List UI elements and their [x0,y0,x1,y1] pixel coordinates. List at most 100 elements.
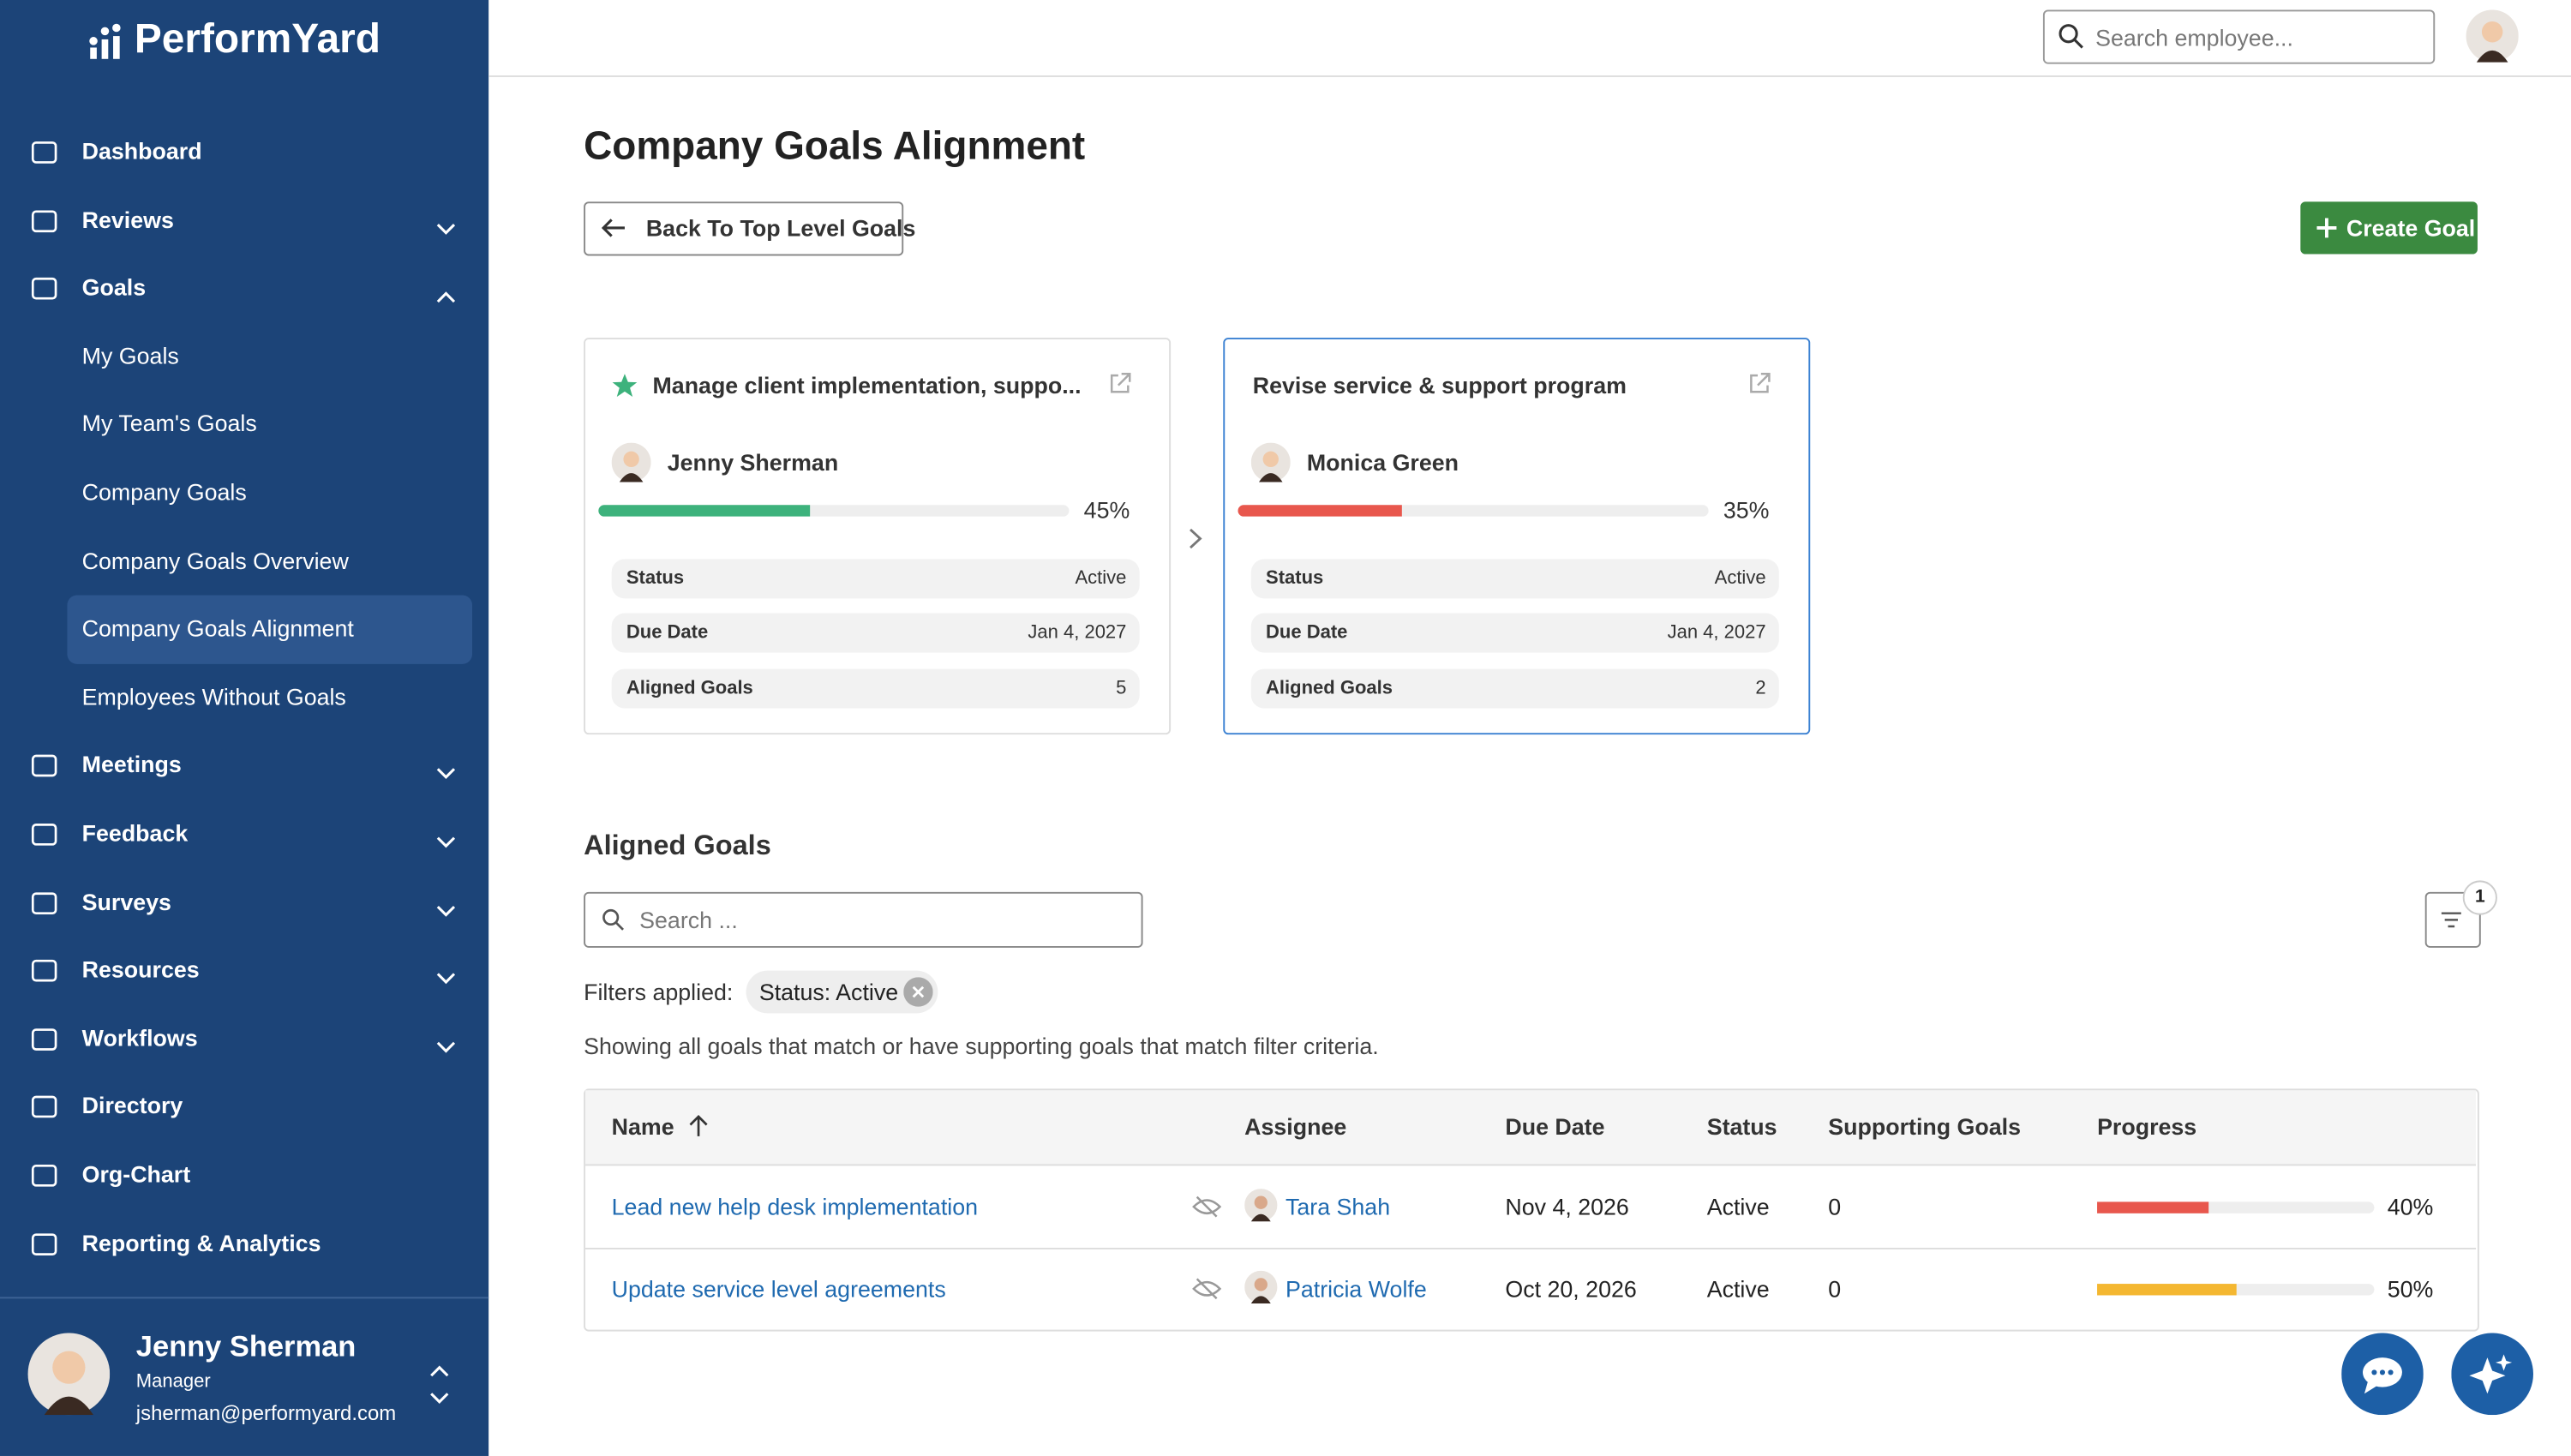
chat-button-svg [2341,1333,2424,1416]
nav-item[interactable]: Goals [81,273,147,301]
progress-bar [2097,1201,2208,1213]
field-row [611,559,1140,599]
chat-button[interactable] [2341,1333,2424,1416]
filter-icon [2440,908,2463,928]
sort-icon[interactable] [689,1115,709,1138]
field-row [611,614,1140,654]
external-link-icon-svg [1750,372,1771,393]
back-button[interactable] [584,201,904,256]
goal-search[interactable] [584,891,1143,948]
field-label: Aligned Goals [626,678,753,698]
sub-nav-item[interactable]: Company Goals Alignment [81,614,354,642]
chevron-svg [436,973,456,985]
nav-item[interactable]: Meetings [81,752,182,778]
avatar-svg [611,442,651,482]
field-label: Aligned Goals [1266,678,1393,698]
nav-item[interactable]: Directory [81,1092,183,1119]
nav-icon [29,1229,58,1258]
chevron-svg [436,905,456,916]
due-date: Oct 20, 2026 [1505,1275,1637,1303]
nav-item[interactable]: Feedback [81,819,189,847]
field-value: Active [1714,568,1766,589]
nav-icon-svg [31,141,57,164]
hidden-icon-svg [1192,1195,1222,1218]
nav-icon-svg [31,1028,57,1051]
nav-icon [29,138,58,167]
ai-button[interactable] [2451,1333,2533,1416]
nav-icon [29,956,58,986]
chevron [429,1356,449,1377]
column-header: Progress [2097,1113,2197,1140]
nav-item[interactable]: Org-Chart [81,1160,191,1188]
search-icon [602,908,625,932]
supporting-goals: 0 [1828,1193,1842,1220]
goal-name[interactable]: Update service level agreements [611,1275,946,1303]
nav-item[interactable]: Surveys [81,888,171,914]
search-icon-svg [2059,24,2083,49]
field-value: 5 [1116,678,1127,698]
chevron-svg [430,1365,449,1377]
avatar-svg [2466,9,2519,63]
goal-name[interactable]: Lead new help desk implementation [611,1193,979,1220]
card-connector-svg [1190,528,1202,549]
filter-note: Showing all goals that match or have sup… [584,1033,1379,1059]
search-icon [2058,23,2084,50]
card-title: Revise service & support program [1252,372,1627,398]
external-link-icon[interactable] [1748,372,1771,395]
sort-icon-svg [689,1115,708,1136]
sidebar-divider [0,1297,489,1299]
card-title: Manage client implementation, suppo... [652,372,1082,398]
chevron [436,828,456,848]
nav-item[interactable]: Workflows [81,1024,198,1052]
hidden-icon-svg [1192,1278,1222,1300]
sub-nav-item[interactable]: Employees Without Goals [81,683,346,710]
column-header: Assignee [1244,1113,1347,1140]
nav-icon [29,1024,58,1053]
avatar-svg [1250,442,1291,482]
sub-nav-item[interactable]: My Goals [81,342,179,369]
field-row [1250,668,1779,708]
sub-nav-item[interactable]: Company Goals [81,478,247,506]
nav-icon-svg [31,1096,57,1119]
avatar [1244,1270,1278,1304]
column-header: Status [1706,1113,1777,1140]
employee-search[interactable] [2042,9,2436,64]
back-label: Back To Top Level Goals [645,214,916,242]
nav-icon [29,206,58,235]
nav-icon-svg [31,824,57,846]
chevron [436,760,456,780]
nav-item[interactable]: Dashboard [81,137,202,165]
chevron [436,1033,456,1053]
filter-icon-svg [2441,912,2461,928]
assignee[interactable]: Patricia Wolfe [1285,1275,1427,1303]
field-label: Status [1266,568,1324,589]
progress-label: 35% [1723,496,1770,524]
field-row [1250,559,1779,599]
assignee[interactable]: Tara Shah [1285,1193,1391,1220]
chip-remove[interactable] [903,977,933,1007]
nav-icon-svg [31,278,57,300]
nav-item[interactable]: Reporting & Analytics [81,1229,321,1255]
nav-icon [29,1093,58,1122]
hidden-icon [1192,1277,1222,1300]
avatar [1244,1189,1278,1222]
avatar-svg [1244,1270,1278,1304]
card-assignee: Jenny Sherman [667,449,839,476]
chevron [429,1384,449,1405]
nav-item[interactable]: Resources [81,956,200,983]
external-link-icon-svg [1110,372,1131,393]
nav-item[interactable]: Reviews [81,206,174,232]
header-border [488,75,2571,77]
field-label: Status [626,568,685,589]
external-link-icon[interactable] [1108,372,1131,395]
column-header[interactable]: Name [611,1113,674,1140]
column-header: Due Date [1505,1113,1605,1140]
sub-nav-item[interactable]: My Team's Goals [81,410,257,437]
nav-icon [29,1161,58,1190]
chip-remove-svg [903,977,933,1007]
field-label: Due Date [1266,623,1348,644]
nav-icon-svg [31,960,57,982]
field-row [1250,614,1779,654]
sub-nav-item[interactable]: Company Goals Overview [81,547,349,573]
